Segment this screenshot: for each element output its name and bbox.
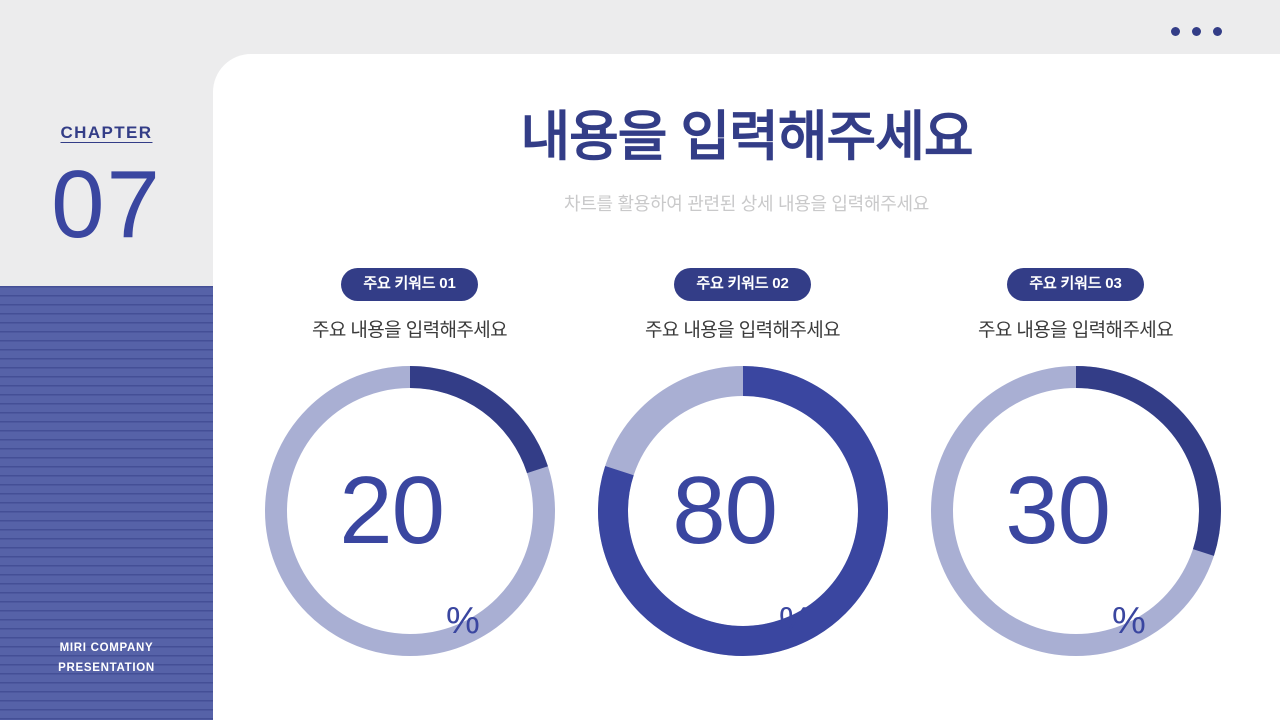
dot-icon	[1213, 27, 1222, 36]
donut-svg-1	[264, 366, 555, 656]
page-title: 내용을 입력해주세요	[520, 107, 973, 167]
column-label-3: 주요 내용을 입력해주세요	[977, 320, 1174, 341]
donut-value-3: 30	[1005, 457, 1111, 564]
donut-columns: 주요 키워드 01 주요 내용을 입력해주세요 20 % 주요 키워드 02 주…	[243, 268, 1253, 656]
keyword-badge-1[interactable]: 주요 키워드 01	[341, 268, 478, 301]
donut-svg-2	[597, 366, 888, 656]
donut-chart-2: 80 %	[597, 366, 888, 656]
three-dots-decoration	[1171, 27, 1222, 36]
donut-center-1: 20 %	[265, 366, 555, 656]
percent-symbol-1: %	[445, 600, 480, 642]
donut-chart-3: 30 %	[930, 366, 1221, 656]
donut-column-2: 주요 키워드 02 주요 내용을 입력해주세요 80 %	[576, 268, 909, 656]
column-label-1: 주요 내용을 입력해주세요	[311, 320, 508, 341]
donut-value-arc-1	[264, 366, 555, 656]
donut-value-arc-3	[930, 366, 1221, 656]
chapter-word-label: CHAPTER	[60, 123, 153, 142]
left-rail: CHAPTER 07 MIRI COMPANY PRESENTATION	[0, 0, 213, 720]
column-label-2: 주요 내용을 입력해주세요	[644, 320, 841, 341]
dot-icon	[1171, 27, 1180, 36]
donut-center-3: 30 %	[931, 366, 1221, 656]
donut-value-2: 80	[672, 457, 778, 564]
donut-column-1: 주요 키워드 01 주요 내용을 입력해주세요 20 %	[243, 268, 576, 656]
keyword-badge-3[interactable]: 주요 키워드 03	[1007, 268, 1144, 301]
donut-svg-3	[930, 366, 1221, 656]
chapter-number: 07	[51, 151, 162, 258]
keyword-badge-2[interactable]: 주요 키워드 02	[674, 268, 811, 301]
footer-company-line: MIRI COMPANY	[59, 642, 154, 654]
donut-value-arc-2	[597, 366, 888, 656]
page-subtitle: 차트를 활용하여 관련된 상세 내용을 입력해주세요	[564, 194, 929, 214]
footer-presentation-line: PRESENTATION	[58, 662, 155, 674]
percent-symbol-3: %	[1111, 600, 1146, 642]
percent-symbol-2: %	[778, 600, 813, 642]
donut-value-1: 20	[339, 457, 445, 564]
dot-icon	[1192, 27, 1201, 36]
donut-column-3: 주요 키워드 03 주요 내용을 입력해주세요 30 %	[909, 268, 1242, 656]
rail-footer: MIRI COMPANY PRESENTATION	[0, 638, 213, 678]
donut-chart-1: 20 %	[264, 366, 555, 656]
striped-pattern-block	[0, 286, 213, 720]
donut-center-2: 80 %	[598, 366, 888, 656]
